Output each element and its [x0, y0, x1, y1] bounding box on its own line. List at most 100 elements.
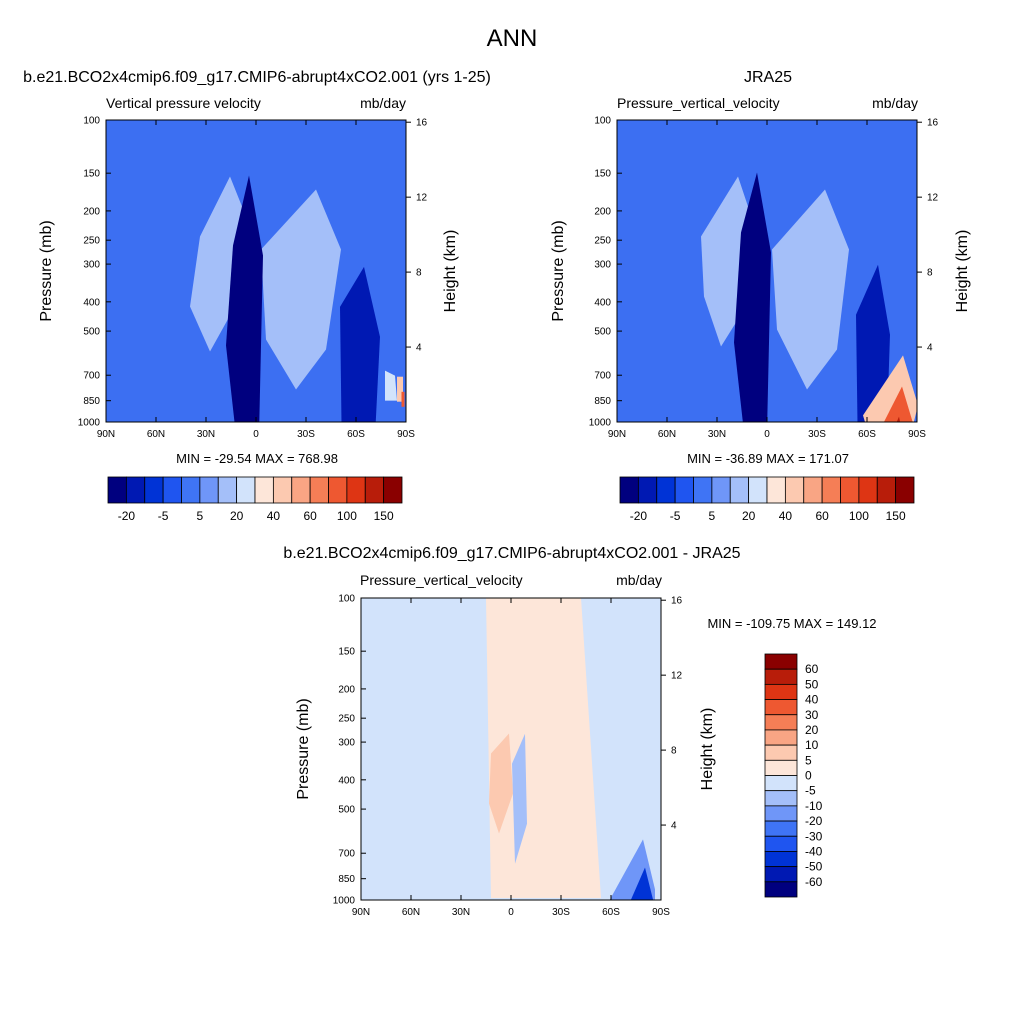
- contour-region: [512, 733, 527, 864]
- contour-region: [340, 266, 380, 422]
- y2-tick-label: 4: [416, 343, 422, 354]
- contour-region: [896, 416, 901, 422]
- panel-stats: MIN = -29.54 MAX = 768.98: [176, 451, 338, 466]
- colorbar-label: -20: [805, 814, 823, 828]
- contour-region: [883, 386, 913, 422]
- panel-title: JRA25: [744, 69, 792, 86]
- x-tick-label: 60S: [602, 907, 620, 918]
- colorbar-swatch: [328, 476, 348, 504]
- y2-tick-label: 12: [927, 193, 939, 204]
- colorbar-swatch: [764, 714, 798, 731]
- colorbar-swatch: [144, 476, 164, 504]
- contour-region: [734, 172, 771, 422]
- y-tick-label: 400: [83, 297, 100, 308]
- colorbar-swatch: [764, 683, 798, 700]
- colorbar-swatch: [764, 835, 798, 852]
- x-tick-label: 60N: [147, 429, 165, 440]
- colorbar-swatch: [764, 775, 798, 792]
- colorbar-swatch: [236, 476, 256, 504]
- y-tick-label: 100: [594, 116, 611, 127]
- colorbar-swatch: [674, 476, 694, 504]
- contour-field: [361, 598, 661, 900]
- colorbar-swatch: [637, 476, 658, 504]
- colorbar-label: -40: [805, 844, 823, 858]
- y-tick-label: 500: [83, 327, 100, 338]
- x-tick-label: 0: [764, 429, 770, 440]
- panel-title: b.e21.BCO2x4cmip6.f09_g17.CMIP6-abrupt4x…: [23, 69, 491, 86]
- colorbar-swatch: [125, 476, 146, 504]
- colorbar-label: -30: [805, 829, 823, 843]
- contour-region: [630, 867, 654, 900]
- y-tick-label: 200: [83, 206, 100, 217]
- colorbar-swatch: [764, 820, 798, 837]
- y-tick-label: 500: [594, 327, 611, 338]
- y-tick-label: 100: [83, 116, 100, 127]
- y-tick-label: 400: [594, 297, 611, 308]
- y-tick-label: 1000: [78, 418, 101, 429]
- colorbar-swatch: [272, 476, 293, 504]
- y-tick-label: 850: [594, 396, 611, 407]
- colorbar-swatch: [383, 476, 403, 504]
- colorbar-swatch: [764, 759, 798, 776]
- colorbar-swatch: [181, 476, 201, 504]
- colorbar-swatch: [711, 476, 731, 504]
- colorbar-label: 60: [815, 509, 829, 523]
- colorbar-swatch: [766, 476, 786, 504]
- y-tick-label: 850: [83, 396, 100, 407]
- colorbar-swatch: [895, 476, 915, 504]
- panel-stats: MIN = -109.75 MAX = 149.12: [707, 616, 876, 631]
- colorbar-swatch: [840, 476, 860, 504]
- colorbar-swatch: [729, 476, 750, 504]
- colorbar-swatch: [217, 476, 238, 504]
- colorbar-swatch: [803, 476, 823, 504]
- contour-region: [385, 370, 397, 401]
- colorbar-label: 20: [805, 723, 819, 737]
- panel-field-label: Pressure_vertical_velocity: [617, 95, 780, 111]
- panel-units-label: mb/day: [616, 572, 662, 588]
- y2-tick-label: 8: [416, 268, 422, 279]
- contour-plot: 100 150 200 250 300 400 500 700 850 1000 16 12 8 4 90N…: [78, 116, 428, 441]
- colorbar-swatch: [764, 866, 798, 883]
- colorbar-label: 0: [805, 769, 812, 783]
- contour-field: [617, 120, 917, 422]
- colorbar-label: 100: [337, 509, 357, 523]
- colorbar-swatch: [876, 476, 897, 504]
- y2-tick-label: 12: [416, 193, 428, 204]
- colorbar-swatch: [764, 653, 798, 670]
- colorbar-swatch: [764, 729, 798, 746]
- colorbar-label: 10: [805, 738, 819, 752]
- y-tick-label: 300: [594, 260, 611, 271]
- y-tick-label: 250: [83, 236, 100, 247]
- colorbar-label: 40: [805, 693, 819, 707]
- contour-region: [401, 391, 405, 407]
- colorbar-label: 40: [267, 509, 281, 523]
- colorbar-label: 40: [779, 509, 793, 523]
- colorbar-swatch: [254, 476, 274, 504]
- contour-region: [772, 189, 849, 390]
- colorbar: -20 -5 5 20 40 60 100 150: [107, 476, 403, 523]
- panel-title: b.e21.BCO2x4cmip6.f09_g17.CMIP6-abrupt4x…: [283, 545, 740, 562]
- x-tick-label: 30N: [197, 429, 215, 440]
- y-tick-label: 700: [83, 371, 100, 382]
- x-tick-label: 0: [253, 429, 259, 440]
- y2-tick-label: 8: [671, 746, 677, 757]
- colorbar-swatch: [764, 881, 798, 898]
- contour-region: [856, 264, 890, 422]
- y2-tick-label: 16: [671, 596, 683, 607]
- panel-model: b.e21.BCO2x4cmip6.f09_g17.CMIP6-abrupt4x…: [23, 69, 491, 523]
- colorbar-swatch: [764, 668, 798, 685]
- colorbar-label: 5: [197, 509, 204, 523]
- colorbar: -20 -5 5 20 40 60 100 150: [619, 476, 915, 523]
- colorbar-swatch: [748, 476, 768, 504]
- colorbar-swatch: [784, 476, 805, 504]
- colorbar-swatch: [821, 476, 841, 504]
- x-tick-label: 60N: [658, 429, 676, 440]
- colorbar-label: -20: [118, 509, 136, 523]
- x-tick-label: 90S: [397, 429, 415, 440]
- x-tick-label: 60S: [858, 429, 876, 440]
- colorbar-label: 30: [805, 708, 819, 722]
- colorbar-label: -10: [805, 799, 823, 813]
- x-tick-label: 0: [508, 907, 514, 918]
